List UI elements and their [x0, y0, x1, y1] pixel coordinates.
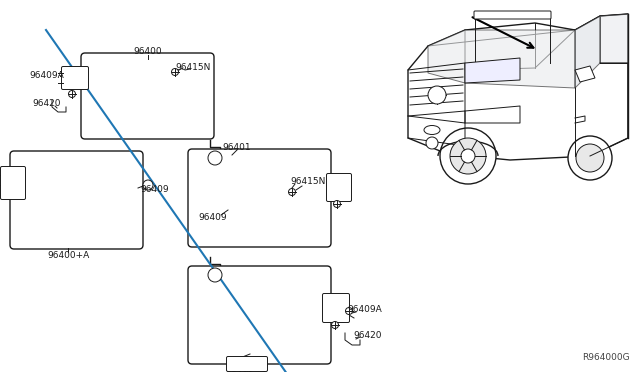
FancyBboxPatch shape: [10, 151, 143, 249]
Text: 96415N: 96415N: [291, 177, 326, 186]
Text: 96400+A: 96400+A: [47, 250, 89, 260]
Text: 96409: 96409: [141, 186, 170, 195]
Text: 96420: 96420: [33, 99, 61, 108]
Circle shape: [576, 144, 604, 172]
Polygon shape: [408, 14, 628, 160]
FancyBboxPatch shape: [188, 149, 331, 247]
Circle shape: [461, 149, 475, 163]
Text: R964000G: R964000G: [582, 353, 630, 362]
FancyBboxPatch shape: [61, 67, 88, 90]
Circle shape: [289, 189, 296, 196]
Polygon shape: [600, 14, 628, 63]
Text: 96401+A: 96401+A: [226, 371, 268, 372]
Polygon shape: [428, 30, 575, 88]
FancyBboxPatch shape: [188, 266, 331, 364]
Text: 96400: 96400: [134, 48, 163, 57]
FancyBboxPatch shape: [323, 294, 349, 323]
Polygon shape: [575, 16, 600, 88]
Text: 96415N: 96415N: [175, 64, 211, 73]
Circle shape: [426, 137, 438, 149]
Circle shape: [143, 180, 153, 190]
Text: 96409: 96409: [198, 214, 227, 222]
Circle shape: [568, 136, 612, 180]
Circle shape: [172, 68, 179, 76]
FancyBboxPatch shape: [227, 356, 268, 372]
Text: 96409A: 96409A: [348, 305, 382, 314]
Text: 96409A: 96409A: [29, 71, 65, 80]
FancyBboxPatch shape: [326, 173, 351, 202]
Text: 96401: 96401: [223, 142, 252, 151]
Polygon shape: [575, 66, 595, 82]
Circle shape: [332, 321, 339, 328]
Circle shape: [346, 308, 353, 314]
Polygon shape: [465, 58, 520, 83]
Ellipse shape: [424, 125, 440, 135]
Circle shape: [428, 86, 446, 104]
Circle shape: [68, 90, 76, 97]
Circle shape: [333, 201, 340, 208]
Text: 96420: 96420: [354, 330, 382, 340]
FancyBboxPatch shape: [474, 11, 551, 19]
Circle shape: [450, 138, 486, 174]
FancyBboxPatch shape: [81, 53, 214, 139]
Circle shape: [208, 151, 222, 165]
Circle shape: [440, 128, 496, 184]
Circle shape: [208, 268, 222, 282]
FancyBboxPatch shape: [1, 167, 26, 199]
